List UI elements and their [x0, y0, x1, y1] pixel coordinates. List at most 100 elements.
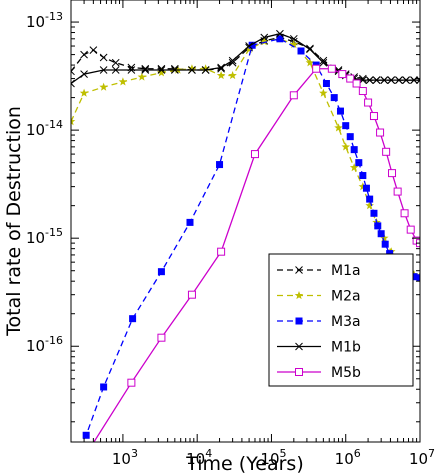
legend-marker-m2a [294, 291, 304, 300]
series-m1b-point [157, 66, 166, 74]
series-m2a-point [201, 64, 210, 73]
series-m3a-point [100, 383, 108, 391]
series-m5b-point [157, 333, 166, 342]
series-m2a-point [289, 39, 299, 49]
series-m1a-point [228, 58, 237, 67]
series-m3a-point [416, 274, 420, 282]
series-m2a-point [319, 88, 328, 97]
y-tick-label: 10-15 [26, 226, 63, 247]
series-m2a-point [341, 142, 351, 151]
legend-entry-m1a: M1a [277, 263, 361, 279]
series-m1b-point [99, 66, 108, 74]
series-m2a-point [379, 233, 389, 242]
series-m3a-point [157, 268, 165, 276]
legend-label-m2a: M2a [331, 289, 361, 305]
legend: M1a M2a M3a M1b M5b [268, 253, 414, 387]
series-m2a-point [137, 72, 147, 81]
series-m2a-point [358, 182, 368, 191]
series-m1b-point [217, 63, 225, 72]
series-m5b-point [346, 74, 355, 83]
series-m3a-point [346, 133, 354, 141]
x-tick-label: 107 [409, 447, 435, 468]
series-m5b-point [83, 451, 90, 458]
series-m1b-point [416, 76, 420, 85]
series-m5b-point [250, 150, 259, 159]
series-m5b-point [352, 79, 361, 88]
series-m5b-point [376, 128, 385, 137]
series-m1b-point [201, 66, 210, 74]
x-axis-title: Time (Years) [185, 453, 304, 475]
y-tick-label: 10-13 [26, 10, 63, 31]
series-m5b [83, 64, 420, 458]
series-m5b-point [406, 225, 415, 234]
x-tick-label: 106 [335, 447, 361, 468]
series-m5b-point [369, 112, 378, 121]
series-m2a-point [334, 123, 343, 132]
series-m1b-point [170, 66, 179, 74]
legend-label-m1a: M1a [331, 263, 361, 279]
series-m5b-point [327, 64, 336, 73]
series-m1b-point [380, 76, 389, 85]
series-m1b-point [111, 66, 120, 74]
y-axis-title: Total rate of Destruction [3, 106, 25, 337]
series-m3a-point [68, 451, 75, 458]
series-m3a-point [336, 107, 344, 115]
series-m1b-point [410, 76, 418, 85]
series-m3a-point [370, 209, 378, 217]
series-m1b [71, 29, 420, 88]
legend-marker-m1a [295, 266, 303, 274]
legend-entry-m1b: M1b [277, 340, 361, 356]
series-m1b-point [372, 76, 381, 85]
series-m2a-point [244, 44, 254, 53]
series-m3a-point [355, 159, 363, 167]
series-m1a-point [319, 56, 328, 65]
series-m5b-point [382, 147, 391, 156]
legend-label-m3a: M3a [331, 314, 361, 330]
series-m5b-point [289, 91, 298, 100]
series-m2a-point [216, 71, 226, 80]
series-m5b-point [358, 87, 367, 96]
series-m1b-point [402, 76, 410, 85]
series-m3a-point [377, 230, 385, 238]
series-m1a-point [111, 58, 120, 67]
x-tick-label: 103 [112, 447, 138, 468]
series-m2a-point [157, 68, 166, 77]
series-m3a-point [374, 222, 382, 230]
series-m3a-point [82, 431, 90, 439]
series-m2a-point [79, 88, 89, 97]
series-m2a-point [118, 77, 128, 86]
series-m3a-point [216, 161, 224, 169]
legend-entry-m2a: M2a [277, 289, 361, 305]
series-m1b-point [141, 66, 150, 74]
series-m3a-point [366, 195, 374, 203]
series-m1b-point [365, 76, 374, 85]
series-m5b-point [217, 247, 226, 256]
series-m1b-point [127, 66, 136, 74]
series-m3a-point [129, 315, 137, 323]
series-m1b-line [71, 33, 420, 85]
series-m1b-point [276, 29, 284, 38]
series-m2a-point [187, 64, 197, 73]
series-m3a-point [362, 184, 370, 192]
series-m3a-point [359, 172, 367, 180]
legend-entry-m3a: M3a [277, 314, 361, 330]
series-m2a-point [259, 37, 269, 46]
series-m3a-point [248, 41, 256, 49]
legend-marker-m5b [295, 368, 303, 376]
series-m1b-point [80, 70, 88, 78]
series-m2a-point [365, 201, 374, 210]
series-m3a-point [276, 35, 284, 43]
legend-label-m1b: M1b [331, 340, 361, 356]
x-tick-label: 104 [186, 447, 212, 468]
plot-frame [70, 0, 421, 443]
series-m3a-point [322, 80, 330, 88]
series-m5b-point [187, 290, 196, 299]
series-m5b-point [388, 169, 397, 178]
series-m3a-point [410, 273, 418, 281]
series-m1a-point [99, 53, 108, 62]
series-m1a-point [141, 64, 150, 73]
series-m1b-point [71, 79, 75, 88]
series-m3a-point [330, 94, 338, 102]
series-m2a-point [228, 71, 237, 80]
